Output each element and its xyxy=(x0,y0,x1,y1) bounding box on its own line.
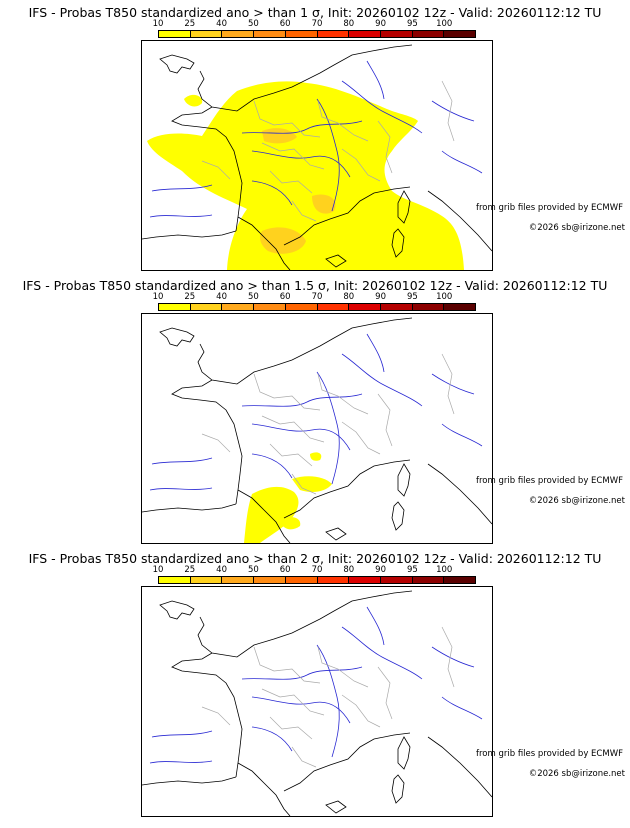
scale-bar xyxy=(158,30,476,38)
scale-label: 40 xyxy=(216,292,228,302)
scale-cell-100 xyxy=(444,304,476,310)
scale-cell-40 xyxy=(222,577,255,583)
scale-cell-25 xyxy=(190,304,223,310)
scale-cell-80 xyxy=(349,577,381,583)
scale-label: 90 xyxy=(375,565,387,575)
scale-cell-90 xyxy=(380,304,413,310)
scale-label: 95 xyxy=(406,292,418,302)
panel-title: IFS - Probas T850 standardized ano > tha… xyxy=(28,5,602,20)
scale-cell-100 xyxy=(444,31,476,37)
scale-cell-40 xyxy=(222,304,255,310)
color-scale: 10 25 40 50 60 70 80 90 95 100 xyxy=(153,292,476,313)
panel-title: IFS - Probas T850 standardized ano > tha… xyxy=(22,278,608,293)
scale-cell-50 xyxy=(254,577,286,583)
scale-label: 50 xyxy=(247,19,259,29)
source-credit: from grib files provided by ECMWF xyxy=(476,476,623,486)
scale-labels: 10 25 40 50 60 70 80 90 95 100 xyxy=(153,292,476,302)
source-credit: from grib files provided by ECMWF xyxy=(476,203,623,213)
scale-label: 10 xyxy=(152,565,164,575)
scale-label: 25 xyxy=(184,565,196,575)
map-frame xyxy=(141,586,493,817)
scale-cell-10 xyxy=(159,577,191,583)
scale-cell-60 xyxy=(285,304,318,310)
scale-cell-10 xyxy=(159,304,191,310)
scale-cell-70 xyxy=(317,577,350,583)
scale-cell-90 xyxy=(380,577,413,583)
scale-cell-95 xyxy=(412,31,445,37)
scale-cell-90 xyxy=(380,31,413,37)
copyright-label: ©2026 sb@irizone.net xyxy=(528,496,625,506)
region-borders xyxy=(201,80,455,222)
scale-bar xyxy=(158,303,476,311)
scale-label: 80 xyxy=(343,19,355,29)
scale-cell-50 xyxy=(254,304,286,310)
scale-cell-40 xyxy=(222,31,255,37)
coastline xyxy=(142,590,492,816)
scale-label: 40 xyxy=(216,565,228,575)
source-credit: from grib files provided by ECMWF xyxy=(476,749,623,759)
copyright-label: ©2026 sb@irizone.net xyxy=(528,769,625,779)
scale-label: 10 xyxy=(152,19,164,29)
scale-label: 100 xyxy=(436,292,453,302)
scale-label: 95 xyxy=(406,565,418,575)
region-borders xyxy=(201,626,455,768)
scale-cell-80 xyxy=(349,31,381,37)
scale-cell-100 xyxy=(444,577,476,583)
scale-cell-25 xyxy=(190,31,223,37)
rivers xyxy=(149,606,483,764)
coastline xyxy=(142,44,492,270)
rivers xyxy=(149,333,483,491)
scale-labels: 10 25 40 50 60 70 80 90 95 100 xyxy=(153,565,476,575)
map-panel-2: IFS - Probas T850 standardized ano > tha… xyxy=(0,279,630,549)
probability-fill xyxy=(244,452,332,543)
coastline xyxy=(142,317,492,543)
scale-cell-60 xyxy=(285,31,318,37)
scale-label: 10 xyxy=(152,292,164,302)
rivers xyxy=(149,60,483,218)
scale-cell-95 xyxy=(412,304,445,310)
scale-label: 60 xyxy=(279,19,291,29)
scale-label: 90 xyxy=(375,292,387,302)
scale-label: 60 xyxy=(279,292,291,302)
scale-label: 40 xyxy=(216,19,228,29)
probability-map xyxy=(142,317,492,543)
region-borders xyxy=(201,353,455,495)
scale-label: 60 xyxy=(279,565,291,575)
probability-map xyxy=(142,590,492,816)
scale-cell-70 xyxy=(317,304,350,310)
scale-label: 100 xyxy=(436,565,453,575)
scale-cell-25 xyxy=(190,577,223,583)
scale-label: 50 xyxy=(247,292,259,302)
scale-label: 70 xyxy=(311,19,323,29)
scale-cell-70 xyxy=(317,31,350,37)
scale-label: 25 xyxy=(184,292,196,302)
scale-label: 70 xyxy=(311,565,323,575)
scale-label: 80 xyxy=(343,292,355,302)
color-scale: 10 25 40 50 60 70 80 90 95 100 xyxy=(153,19,476,40)
scale-bar xyxy=(158,576,476,584)
scale-label: 70 xyxy=(311,292,323,302)
scale-cell-80 xyxy=(349,304,381,310)
scale-cell-50 xyxy=(254,31,286,37)
scale-label: 50 xyxy=(247,565,259,575)
scale-label: 100 xyxy=(436,19,453,29)
map-panel-1: IFS - Probas T850 standardized ano > tha… xyxy=(0,6,630,276)
scale-label: 80 xyxy=(343,565,355,575)
panel-title: IFS - Probas T850 standardized ano > tha… xyxy=(28,551,602,566)
copyright-label: ©2026 sb@irizone.net xyxy=(528,223,625,233)
scale-labels: 10 25 40 50 60 70 80 90 95 100 xyxy=(153,19,476,29)
color-scale: 10 25 40 50 60 70 80 90 95 100 xyxy=(153,565,476,586)
scale-cell-10 xyxy=(159,31,191,37)
scale-label: 90 xyxy=(375,19,387,29)
scale-label: 95 xyxy=(406,19,418,29)
probability-fill xyxy=(147,81,464,270)
scale-cell-95 xyxy=(412,577,445,583)
probability-map xyxy=(142,44,492,270)
map-frame xyxy=(141,40,493,271)
map-panel-3: IFS - Probas T850 standardized ano > tha… xyxy=(0,552,630,822)
scale-label: 25 xyxy=(184,19,196,29)
scale-cell-60 xyxy=(285,577,318,583)
map-frame xyxy=(141,313,493,544)
